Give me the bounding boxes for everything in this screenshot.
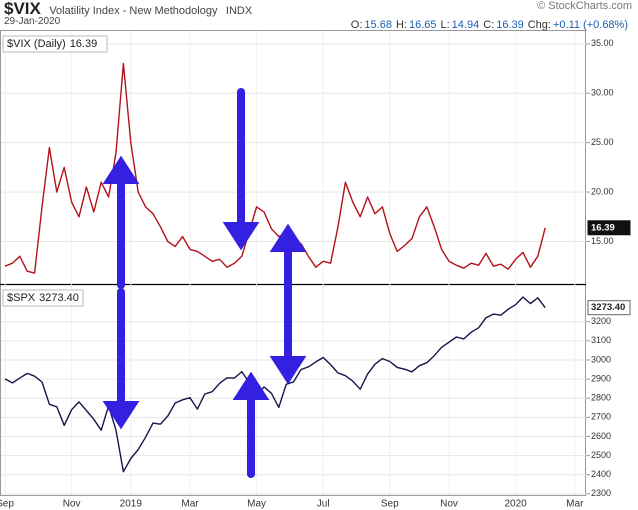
last-value-tag: [587, 220, 631, 236]
header: $VIX Volatility Index - New Methodology …: [4, 0, 634, 33]
quote-value: 15.68: [364, 19, 392, 31]
last-value-tag: [587, 300, 631, 316]
x-tick-label: May: [247, 499, 266, 510]
arrow-head: [269, 223, 307, 252]
last-value-label: 3273.40: [591, 302, 625, 313]
y-tick-label: 2300: [591, 488, 611, 498]
series-line: [4, 62, 546, 274]
x-tick-label: 2019: [120, 499, 143, 510]
quote-label: H:: [395, 19, 407, 31]
annotations: [102, 88, 307, 478]
title-row: $VIX Volatility Index - New Methodology …: [4, 0, 252, 19]
y-tick-label: 2900: [591, 373, 611, 383]
y-tick-label: 25.00: [591, 137, 614, 147]
quote-label: L:: [440, 19, 450, 31]
y-tick-label: 3100: [591, 335, 611, 345]
arrow-head: [269, 356, 307, 385]
date: 29-Jan-2020: [4, 16, 61, 27]
legend: $VIX (Daily) 16.39 $SPX 3273.40: [2, 35, 108, 307]
quote-value: 14.94: [451, 19, 480, 31]
legend-name: $VIX (Daily): [7, 38, 66, 50]
quote-value: 16.65: [408, 19, 437, 31]
symbol: $VIX: [4, 0, 41, 18]
y-tick-label: 20.00: [591, 186, 614, 196]
last-value-label: 16.39: [591, 222, 615, 233]
y-tick-label: 2600: [591, 431, 611, 441]
y-tick-label: 30.00: [591, 88, 614, 98]
y-tick-label: 35.00: [591, 38, 614, 48]
arrow-head: [222, 222, 260, 251]
exchange: INDX: [225, 5, 253, 17]
y-tick-label: 2700: [591, 412, 611, 422]
x-tick-label: Sep: [381, 499, 399, 510]
legend-box: [2, 35, 108, 53]
x-tick-label: Sep: [0, 499, 14, 510]
arrow-head: [232, 371, 270, 400]
quote: O: 15.68 H: 16.65 L: 14.94 C: 16.39 Chg: +0.11 (+…: [351, 15, 632, 33]
quote-label: O:: [350, 19, 363, 31]
quote-label: Chg:: [527, 19, 551, 31]
y-tick-label: 3000: [591, 354, 611, 364]
quote-value: 16.39: [496, 19, 524, 31]
x-tick-label: 2020: [504, 499, 527, 510]
legend-name: $SPX: [7, 292, 36, 304]
y-tick-label: 15.00: [591, 236, 614, 246]
x-tick-label: Mar: [181, 499, 199, 510]
series-line: [4, 296, 546, 473]
x-tick-label: Mar: [566, 499, 584, 510]
x-tick-label: Jul: [317, 499, 330, 510]
quote-value: +0.11 (+0.68%): [552, 19, 628, 31]
y-tick-label: 2800: [591, 393, 611, 403]
bottom-panel: [0, 284, 586, 496]
y-tick-label: 2400: [591, 469, 611, 479]
title: Volatility Index - New Methodology: [49, 5, 218, 17]
arrow-head: [102, 155, 140, 184]
y-tick-label: 2500: [591, 450, 611, 460]
legend-value: 16.39: [70, 38, 98, 50]
quote-label: C:: [483, 19, 495, 31]
credit: © StockCharts.com: [537, 0, 632, 12]
arrow-head: [102, 401, 140, 430]
legend-box: [2, 289, 84, 307]
x-tick-label: Nov: [63, 499, 81, 510]
plot: 15.00 20.00 25.00 30.00 35.00 2300 2400 2500 260…: [0, 31, 631, 510]
y-tick-label: 3200: [591, 316, 611, 326]
x-tick-label: Nov: [440, 499, 458, 510]
legend-value: 3273.40: [39, 292, 79, 304]
